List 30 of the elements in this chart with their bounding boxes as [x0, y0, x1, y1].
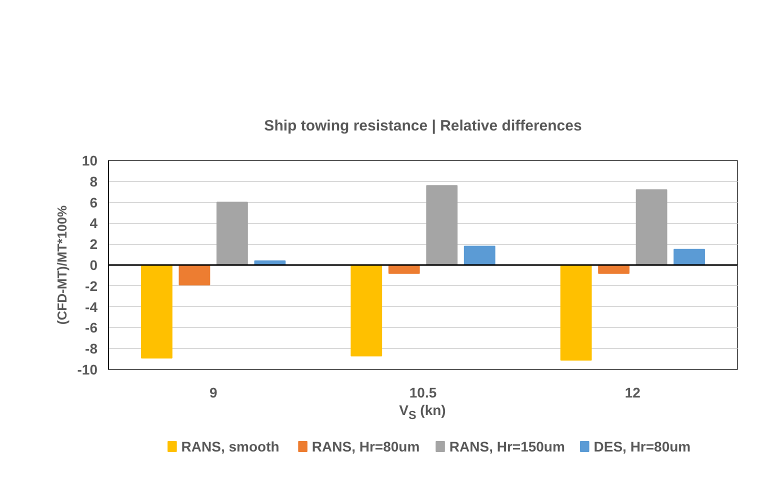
x-tick-label: 12: [624, 384, 641, 400]
y-tick-label: 6: [90, 194, 98, 210]
y-tick-label: -8: [85, 340, 98, 357]
x-tick-label: 10.5: [409, 384, 437, 400]
bar: [636, 189, 668, 266]
y-tick-label: -2: [85, 278, 98, 294]
y-tick-label: 10: [82, 152, 98, 168]
bar: [216, 202, 248, 266]
y-tick-label: 8: [90, 173, 98, 190]
legend-label: RANS, smooth: [181, 438, 280, 454]
y-tick-label: 0: [90, 257, 98, 273]
bar: [350, 264, 382, 356]
y-tick-label: -6: [85, 320, 98, 336]
x-axis-title: V$_{S}$ (kn): [399, 401, 446, 424]
x-tick-label: 9: [209, 384, 218, 400]
legend-label: DES, Hr=80um: [594, 438, 691, 454]
legend-label: RANS, Hr=80um: [312, 438, 420, 454]
y-tick-label: -4: [85, 298, 98, 315]
y-tick-label: 2: [90, 236, 98, 252]
y-axis-title: (CFD-MT)/MT*100%: [54, 204, 70, 325]
y-tick-label: -10: [77, 362, 98, 378]
y-tick-label: 4: [90, 215, 98, 232]
bar: [178, 264, 210, 286]
bar: [674, 248, 705, 266]
bar: [560, 264, 592, 361]
bar: [141, 264, 172, 359]
bar: [426, 185, 458, 266]
bar: [464, 246, 496, 266]
chart-title: Ship towing resistance | Relative differences: [264, 118, 582, 134]
legend-label: RANS, Hr=150um: [449, 438, 565, 454]
